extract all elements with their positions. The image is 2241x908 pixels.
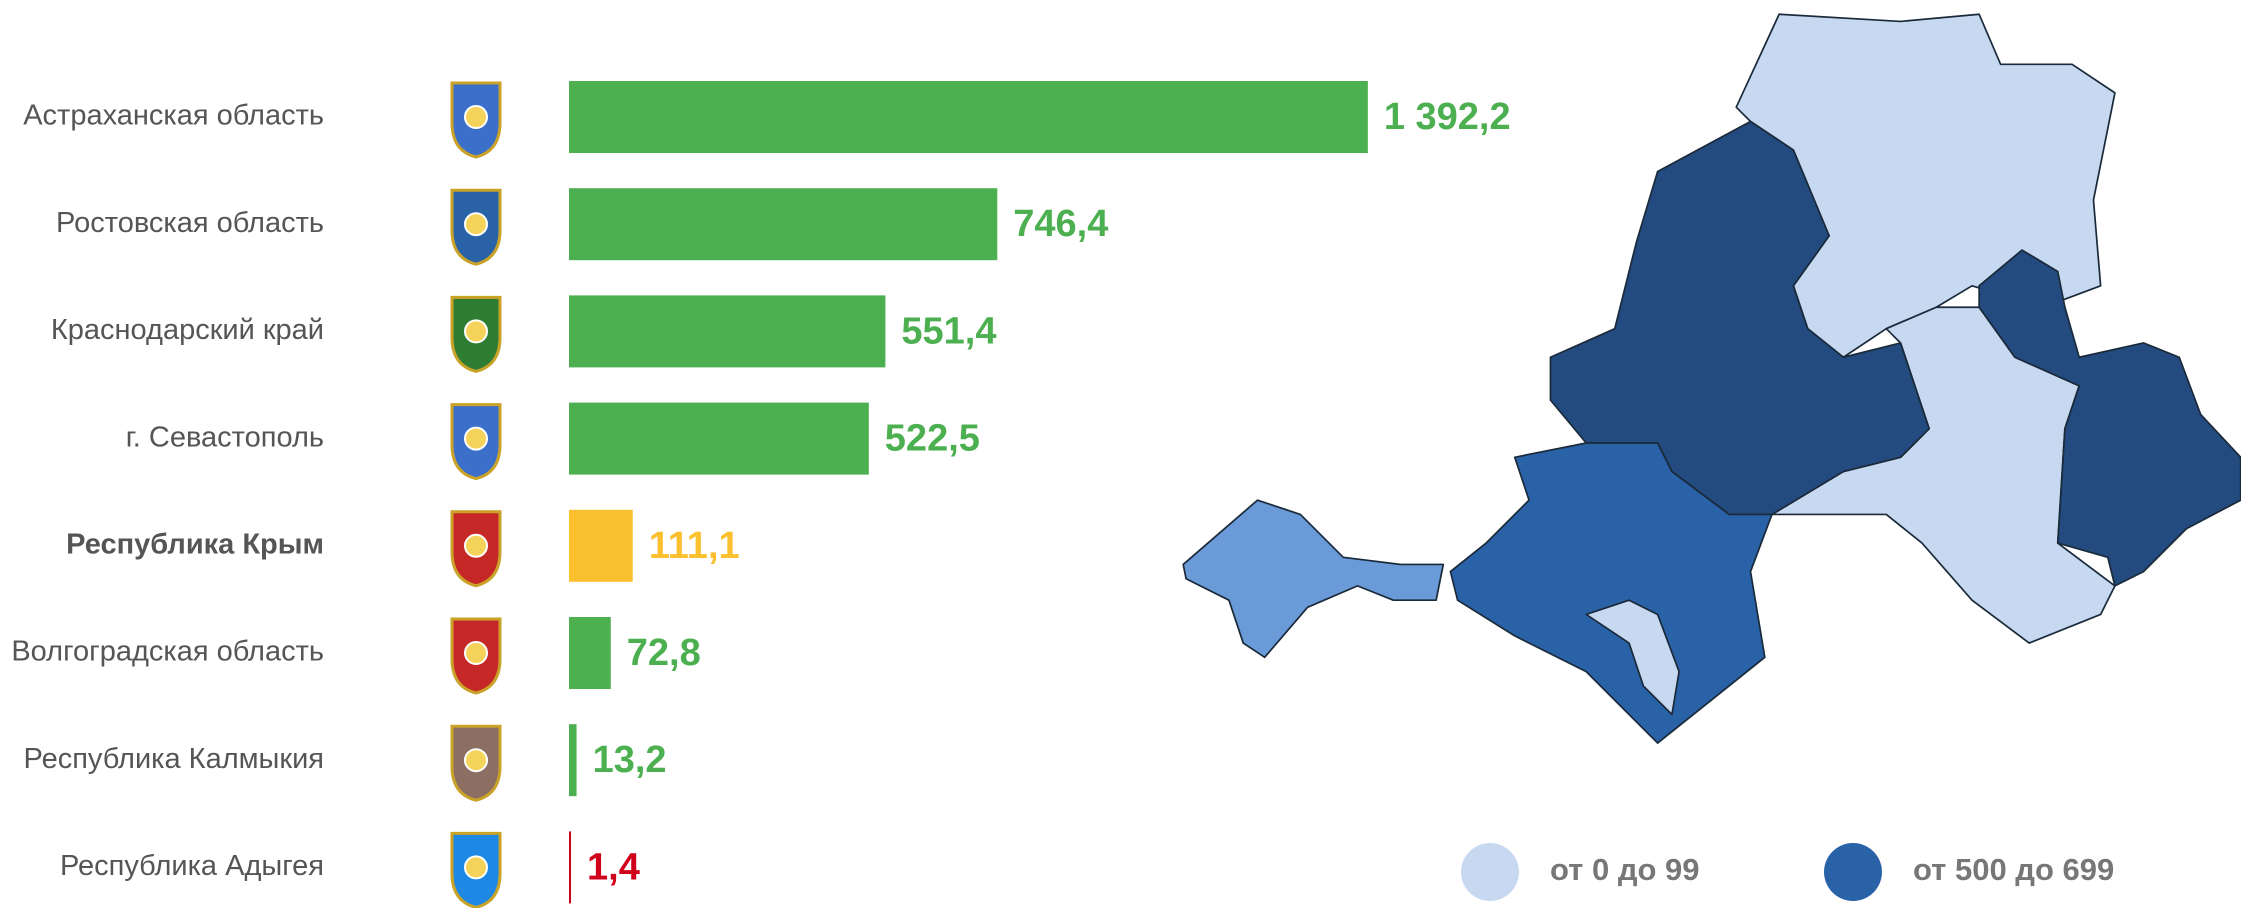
category-label: Республика Калмыкия: [24, 743, 324, 775]
coat-of-arms-emblem: [464, 105, 488, 129]
value-label: 551,4: [901, 310, 996, 352]
category-label: Ростовская область: [56, 207, 324, 239]
bar: [569, 724, 577, 797]
bar: [569, 617, 611, 689]
category-label: Астраханская область: [23, 100, 324, 132]
coat-of-arms-emblem: [464, 855, 488, 880]
bar: [569, 295, 886, 368]
coat-of-arms-emblem: [464, 319, 488, 344]
value-label: 746,4: [1013, 203, 1108, 245]
value-label: 13,2: [593, 739, 667, 781]
value-label: 1,4: [587, 846, 640, 888]
map-region: [1549, 120, 1931, 516]
value-label: 72,8: [627, 632, 701, 674]
map-region: [1182, 499, 1445, 659]
category-label: Республика Крым: [66, 528, 324, 560]
value-label: 111,1: [649, 525, 740, 567]
map-region: [1978, 249, 2241, 587]
map-region: [1585, 599, 1680, 716]
bar: [569, 188, 998, 261]
legend-label: от 500 до 699: [1913, 852, 2114, 887]
bar: [569, 831, 571, 904]
coat-of-arms-emblem: [464, 426, 488, 451]
value-label: 522,5: [885, 418, 980, 460]
category-label: г. Севастополь: [126, 421, 324, 453]
category-label: Республика Адыгея: [60, 850, 324, 882]
legend-label: от 0 до 99: [1550, 852, 1700, 887]
coat-of-arms-emblem: [464, 533, 488, 558]
coat-of-arms-emblem: [464, 748, 488, 773]
legend-swatch: [1461, 843, 1519, 901]
coat-of-arms-emblem: [464, 641, 488, 665]
value-label: 1 392,2: [1384, 96, 1511, 138]
category-label: Волгоградская область: [11, 636, 324, 668]
bar: [569, 81, 1368, 153]
coat-of-arms-emblem: [464, 212, 488, 237]
coats-of-arms: [450, 81, 502, 908]
category-label: Краснодарский край: [51, 314, 324, 346]
legend-swatch: [1824, 843, 1882, 901]
bar: [569, 402, 869, 475]
bar: [569, 509, 633, 582]
map-region: [1449, 442, 1773, 744]
map: [1182, 13, 2241, 744]
